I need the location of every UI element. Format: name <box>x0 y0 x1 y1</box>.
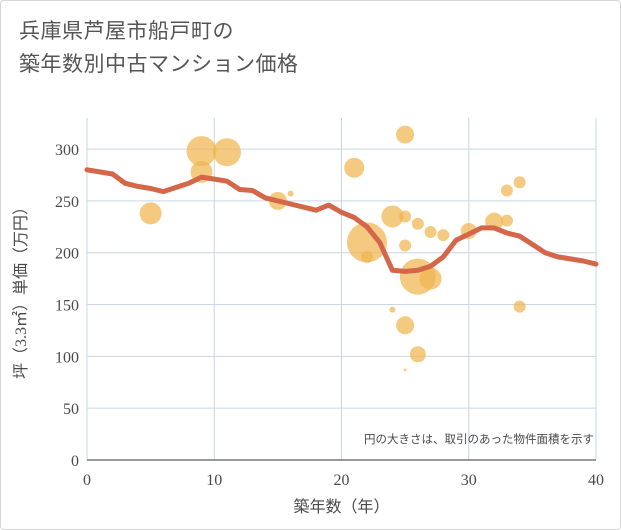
y-tick-150: 150 <box>55 298 79 315</box>
bubble-16 <box>411 217 424 230</box>
bubble-1 <box>186 136 217 167</box>
chart-title-line2: 築年数別中古マンション価格 <box>19 52 299 76</box>
bubble-3 <box>212 138 241 167</box>
bubble-14 <box>396 316 415 335</box>
y-tick-100: 100 <box>55 349 79 366</box>
bubble-18 <box>409 346 426 363</box>
grid <box>86 118 597 461</box>
bubble-21 <box>437 229 450 242</box>
bubble-27 <box>513 300 526 313</box>
y-tick-300: 300 <box>55 142 79 159</box>
bubble-19 <box>424 226 437 238</box>
bubble-25 <box>500 214 513 227</box>
trend-line <box>84 167 599 274</box>
x-tick-30: 30 <box>461 472 477 489</box>
bubble-13 <box>399 239 412 252</box>
bubble-10 <box>389 306 396 313</box>
x-axis-label: 築年数（年） <box>293 498 389 516</box>
y-tick-0: 0 <box>71 453 79 470</box>
bubble-12 <box>399 210 412 223</box>
bubble-11 <box>396 125 415 144</box>
x-tick-10: 10 <box>206 472 222 489</box>
bubble-7 <box>346 222 387 263</box>
chart-title-line1: 兵庫県芦屋市船戸町の <box>19 19 234 43</box>
y-tick-labels: 0 50 100 150 200 250 300 <box>55 142 79 470</box>
x-tick-40: 40 <box>588 472 604 489</box>
bubble-5 <box>287 190 294 197</box>
x-tick-20: 20 <box>334 472 350 489</box>
bubble-0 <box>139 202 162 225</box>
x-tick-0: 0 <box>83 472 91 489</box>
bubble-8 <box>360 250 373 263</box>
y-tick-250: 250 <box>55 194 79 211</box>
y-tick-50: 50 <box>63 401 79 418</box>
bubble-24 <box>500 184 513 197</box>
bubble-20 <box>419 267 442 290</box>
x-tick-labels: 0 10 20 30 40 <box>83 472 604 489</box>
bubble-26 <box>513 176 526 189</box>
bubbles <box>139 125 526 372</box>
bubble-size-note: 円の大きさは、取引のあった物件面積を示す <box>364 432 594 446</box>
bubble-6 <box>344 157 365 178</box>
bubble-15 <box>403 368 407 372</box>
bubble-9 <box>381 205 404 228</box>
chart-title: 兵庫県芦屋市船戸町の 築年数別中古マンション価格 <box>19 15 579 81</box>
y-tick-200: 200 <box>55 246 79 263</box>
y-axis-label: 坪（3.3㎡）単価（万円） <box>12 199 30 379</box>
